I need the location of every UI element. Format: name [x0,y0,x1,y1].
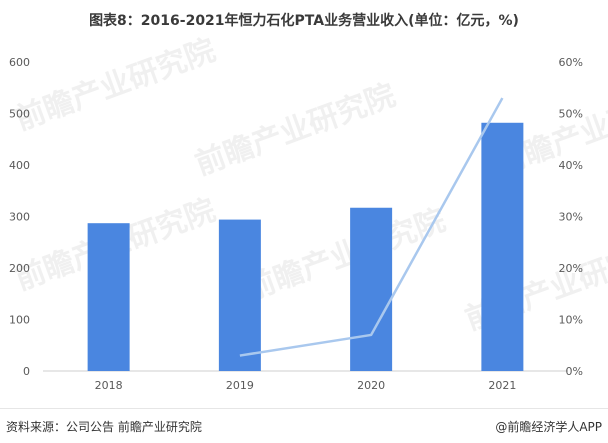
y-left-tick-label: 300 [9,211,30,224]
y-right-tick-label: 10% [559,314,583,327]
bar [350,207,393,371]
bar [87,223,130,371]
y-left-tick-label: 100 [9,314,30,327]
x-tick-label: 2021 [488,379,516,392]
y-left-tick-label: 400 [9,159,30,172]
y-right-tick-label: 50% [559,108,583,121]
footer: 资料来源：公司公告 前瞻产业研究院 @前瞻经济学人APP [0,408,608,443]
watermark-text: 前瞻产业研究院 [241,203,450,308]
chart-title: 图表8：2016-2021年恒力石化PTA业务营业收入(单位：亿元，%) [89,13,519,29]
bar-series [87,122,524,372]
source-note: 资料来源：公司公告 前瞻产业研究院 [6,420,202,434]
x-tick-label: 2019 [226,379,254,392]
x-tick-label: 2018 [95,379,123,392]
y-right-tick-label: 40% [559,159,583,172]
y-right-tick-label: 20% [559,262,583,275]
watermark-text: 前瞻产业研究院 [11,33,220,138]
y-left-tick-label: 500 [9,108,30,121]
watermark-text: 前瞻产业研究院 [191,78,400,183]
revenue-chart: 前瞻产业研究院前瞻产业研究院前瞻产业研究院前瞻产业研究院前瞻产业研究院前瞻产业研… [9,33,608,392]
bar [481,122,524,372]
y-right-tick-label: 0% [566,365,583,378]
brand-credit: @前瞻经济学人APP [495,420,602,434]
y-right-tick-label: 30% [559,211,583,224]
y-left-tick-label: 600 [9,56,30,69]
y-right-tick-label: 60% [559,56,583,69]
x-tick-label: 2020 [357,379,385,392]
chart-axes: 0 100 200 300 400 500 600 0% 10% 20% 30% 40% 50% 60% 2… [9,56,583,392]
y-left-tick-label: 0 [23,365,30,378]
line-series [239,97,504,357]
bar [218,219,261,371]
y-left-tick-label: 200 [9,262,30,275]
line-path [239,97,504,357]
